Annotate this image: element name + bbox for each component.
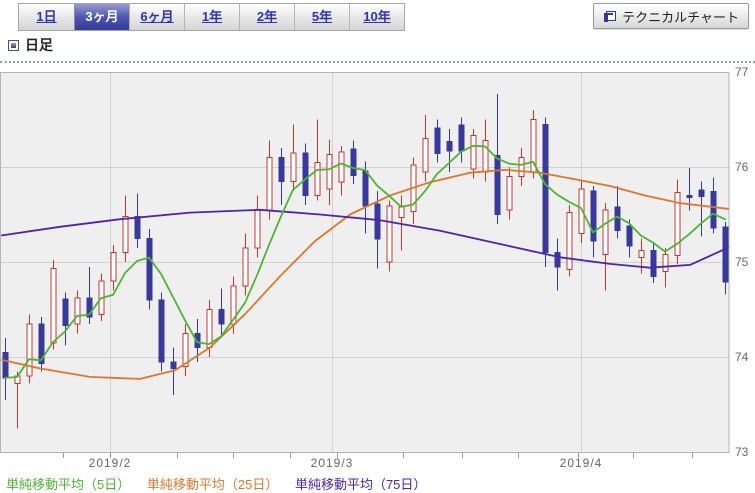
moving-average-legend: 単純移動平均（5日） 単純移動平均（25日） 単純移動平均（75日） xyxy=(6,474,439,493)
chart-heading-label: 日足 xyxy=(25,37,53,53)
technical-chart-button[interactable]: テクニカルチャート xyxy=(593,3,749,29)
x-axis-label: 2019/4 xyxy=(559,456,603,470)
y-axis-label: 73 xyxy=(735,445,749,459)
x-axis-label: 2019/3 xyxy=(310,456,354,470)
legend-ma25: 単純移動平均（25日） xyxy=(146,477,279,492)
x-axis-label: 2019/2 xyxy=(88,456,132,470)
legend-ma75: 単純移動平均（75日） xyxy=(294,477,427,492)
chart-heading: 日足 xyxy=(8,37,53,53)
tab-3month[interactable]: 3ヶ月 xyxy=(74,4,129,30)
tab-5year[interactable]: 5年 xyxy=(294,4,349,30)
y-axis-label: 77 xyxy=(735,65,749,79)
tab-2year[interactable]: 2年 xyxy=(239,4,294,30)
tab-1year[interactable]: 1年 xyxy=(184,4,239,30)
tab-1day[interactable]: 1日 xyxy=(19,4,74,30)
candlestick-chart: 77 76 75 74 73 2019/2 2019/3 2019/4 xyxy=(0,65,755,472)
y-axis-label: 74 xyxy=(735,350,749,364)
dotted-divider xyxy=(0,61,755,63)
y-axis-label: 75 xyxy=(735,255,749,269)
y-axis-label: 76 xyxy=(735,160,749,174)
tab-10year[interactable]: 10年 xyxy=(349,4,404,30)
tab-6month[interactable]: 6ヶ月 xyxy=(129,4,184,30)
technical-chart-button-label: テクニカルチャート xyxy=(622,9,739,25)
candlestick-chart-svg xyxy=(0,72,730,458)
technical-chart-icon xyxy=(604,10,617,22)
daily-chart-bullet-icon xyxy=(8,39,19,51)
legend-ma5: 単純移動平均（5日） xyxy=(6,477,131,492)
period-tab-bar: 1日 3ヶ月 6ヶ月 1年 2年 5年 10年 xyxy=(18,3,405,31)
